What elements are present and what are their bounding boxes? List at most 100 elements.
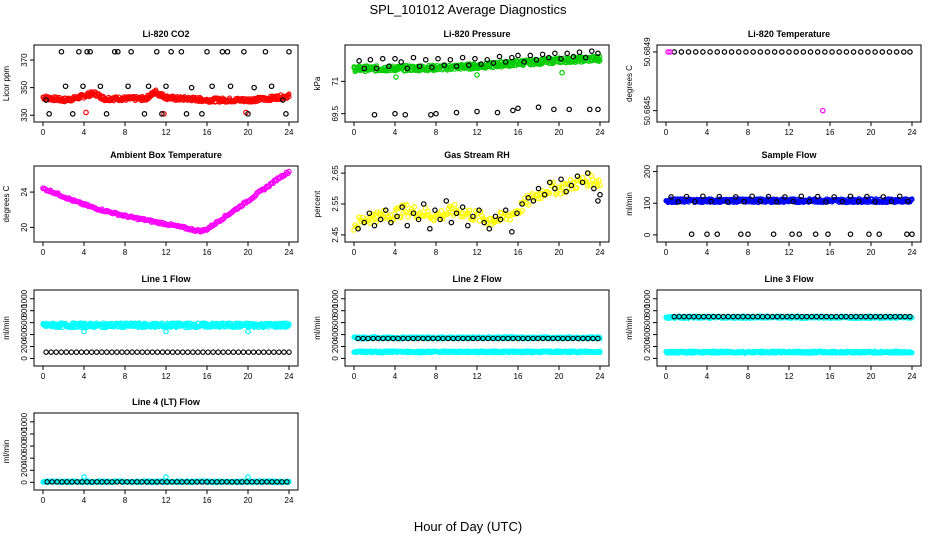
data-point — [490, 60, 497, 66]
data-point — [475, 335, 481, 342]
data-point — [210, 349, 216, 355]
data-point — [807, 49, 814, 55]
data-point — [53, 349, 59, 355]
data-point — [435, 55, 441, 62]
data-point — [251, 84, 257, 91]
data-point — [367, 220, 373, 226]
data-point — [527, 52, 534, 59]
plot-marks — [40, 474, 292, 486]
data-point — [83, 349, 90, 355]
data-point — [515, 52, 521, 59]
data-point — [355, 335, 361, 342]
data-point — [570, 53, 577, 60]
data-point — [597, 191, 603, 198]
data-point — [550, 335, 556, 342]
data-point — [757, 49, 764, 55]
data-point — [530, 335, 536, 342]
data-point — [429, 64, 435, 71]
x-tick-label: 8 — [434, 372, 439, 381]
x-tick-label: 8 — [746, 372, 751, 381]
data-point — [779, 49, 785, 55]
data-point — [271, 349, 277, 355]
y-axis-label: ml/min — [2, 440, 11, 464]
data-point — [87, 48, 93, 55]
plot-marks — [351, 48, 603, 118]
data-point — [145, 83, 152, 90]
data-point — [515, 105, 521, 112]
data-point — [370, 335, 376, 342]
data-point — [668, 194, 674, 200]
data-point — [525, 202, 532, 208]
data-point — [570, 335, 576, 342]
x-tick-label: 24 — [596, 128, 605, 137]
data-point — [558, 55, 564, 62]
x-tick-label: 12 — [162, 496, 171, 505]
series-line-series — [355, 335, 601, 342]
data-point — [539, 51, 546, 58]
data-point — [470, 213, 476, 220]
data-point — [714, 49, 721, 55]
data-point — [741, 198, 747, 205]
data-point — [416, 63, 423, 70]
data-point — [103, 111, 110, 117]
data-point — [486, 225, 493, 232]
y-tick-label: 800 — [20, 303, 29, 317]
data-point — [283, 111, 289, 117]
data-point — [907, 313, 913, 320]
y-tick-label: 600 — [20, 315, 29, 329]
series-line-checks — [355, 170, 603, 235]
data-point — [141, 111, 148, 117]
data-point — [765, 193, 772, 200]
data-point — [825, 231, 831, 238]
data-point — [465, 62, 472, 68]
data-point — [230, 349, 237, 355]
data-point — [432, 207, 438, 213]
data-point — [757, 198, 764, 205]
data-point — [584, 170, 591, 176]
y-tick-label: 200 — [331, 339, 340, 353]
data-point — [568, 185, 575, 192]
y-axis-label: kPa — [313, 76, 322, 90]
y-tick-label: 800 — [643, 303, 652, 317]
data-point — [169, 349, 176, 355]
data-point — [519, 208, 526, 214]
series-sample-outliers — [83, 93, 249, 117]
data-point — [476, 207, 482, 213]
data-point — [385, 335, 391, 342]
data-point — [692, 49, 699, 55]
x-tick-label: 12 — [473, 128, 482, 137]
data-point — [585, 335, 591, 342]
data-point — [68, 349, 75, 355]
x-tick-label: 20 — [555, 248, 564, 257]
data-point — [428, 111, 434, 118]
y-tick-label: 0 — [331, 356, 340, 361]
data-point — [286, 94, 292, 100]
data-point — [361, 65, 368, 72]
data-point — [134, 349, 140, 355]
data-point — [872, 199, 878, 205]
data-point — [382, 207, 389, 213]
data-point — [790, 198, 796, 205]
series-checks — [81, 328, 251, 335]
data-point — [558, 176, 564, 183]
data-point — [595, 177, 602, 184]
data-point — [144, 349, 151, 355]
y-tick-label: 370 — [20, 53, 29, 67]
data-point — [220, 349, 226, 355]
x-tick-label: 8 — [123, 372, 128, 381]
x-tick-label: 16 — [514, 372, 523, 381]
x-tick-label: 8 — [434, 248, 439, 257]
x-tick-label: 20 — [244, 248, 253, 257]
data-point — [566, 106, 573, 113]
data-point — [728, 49, 735, 55]
x-tick-label: 12 — [473, 372, 482, 381]
data-point — [502, 207, 509, 213]
data-point — [831, 194, 837, 200]
data-point — [402, 111, 409, 118]
data-point — [62, 83, 69, 90]
y-tick-label: 2.65 — [331, 165, 340, 181]
data-point — [286, 321, 292, 327]
x-tick-label: 4 — [705, 372, 710, 381]
y-tick-label: 71 — [331, 76, 340, 85]
